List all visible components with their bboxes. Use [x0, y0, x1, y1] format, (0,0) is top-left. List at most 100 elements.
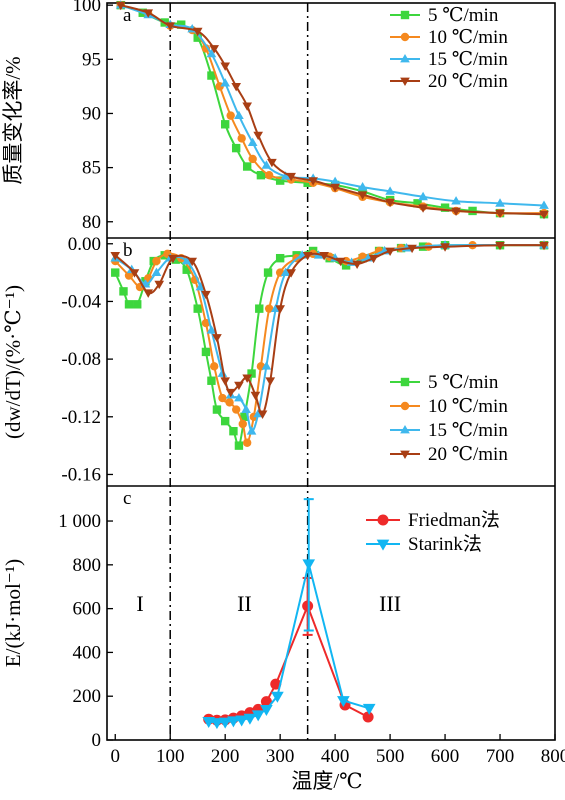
y-tick-label: 0.00 — [68, 234, 101, 255]
data-point — [242, 162, 252, 171]
data-point — [280, 267, 291, 276]
series-4 — [115, 1, 549, 220]
y-axis-label: 质量变化率/% — [1, 56, 25, 184]
data-point — [171, 255, 180, 264]
data-point — [193, 33, 202, 42]
data-point — [182, 265, 191, 274]
data-point — [220, 377, 231, 386]
data-point — [440, 243, 450, 252]
data-point — [308, 177, 318, 186]
data-point — [418, 191, 428, 201]
series-2 — [111, 241, 549, 447]
data-point — [265, 377, 276, 386]
data-point — [143, 9, 154, 18]
data-point — [210, 718, 224, 730]
legend-label: 20 ℃/min — [428, 71, 508, 92]
legend-label: 20 ℃/min — [428, 444, 508, 465]
y-tick-label: 90 — [82, 103, 101, 124]
data-point — [165, 22, 176, 31]
legend-marker — [400, 77, 410, 87]
data-point — [234, 441, 244, 450]
x-axis-label: 温度/℃ — [291, 769, 362, 793]
x-tick-label: 400 — [321, 746, 350, 767]
data-point — [247, 369, 256, 378]
data-point — [234, 110, 244, 119]
data-point — [341, 261, 351, 270]
panel-b: 0.00 -0.04 -0.08 -0.12 -0.16 (dw/dT)/(%·℃⁻¹) b… — [1, 234, 549, 485]
legend-marker — [400, 32, 410, 42]
data-point — [235, 715, 248, 727]
legend-marker — [400, 401, 410, 411]
data-point — [209, 362, 219, 371]
data-point — [111, 268, 120, 277]
data-point — [226, 111, 235, 120]
data-point — [286, 269, 296, 278]
data-point — [168, 254, 178, 264]
legend-marker — [400, 377, 410, 387]
legend-marker — [400, 10, 410, 20]
data-point — [413, 199, 422, 208]
data-point — [255, 304, 264, 313]
data-point — [267, 158, 277, 168]
x-tick-label: 600 — [431, 746, 460, 767]
data-point — [124, 271, 134, 280]
data-point — [234, 393, 244, 402]
data-point — [261, 160, 272, 169]
y-tick-label: 200 — [73, 686, 102, 707]
y-tick-label: -0.16 — [61, 464, 101, 485]
y-tick-label: 600 — [73, 599, 102, 620]
data-point — [264, 304, 274, 313]
data-point — [218, 717, 232, 729]
data-point — [124, 300, 134, 309]
data-point — [240, 412, 249, 421]
data-point — [225, 398, 234, 407]
data-point — [260, 696, 272, 708]
data-point — [385, 198, 395, 208]
data-point — [227, 716, 240, 728]
data-point — [253, 131, 263, 141]
data-point — [212, 405, 222, 414]
data-point — [110, 251, 121, 261]
data-point — [206, 48, 217, 58]
data-point — [495, 241, 505, 251]
data-point — [385, 186, 395, 195]
data-point — [495, 209, 505, 219]
data-point — [256, 170, 266, 180]
x-tick-label: 0 — [110, 746, 120, 767]
data-point — [257, 410, 268, 419]
data-point — [275, 253, 285, 263]
data-point — [352, 260, 362, 269]
data-point — [201, 347, 211, 357]
data-point — [440, 203, 450, 212]
data-point — [451, 196, 461, 205]
x-tick-label: 700 — [486, 746, 515, 767]
data-point — [302, 600, 314, 612]
data-point — [209, 45, 220, 54]
data-point — [261, 361, 272, 370]
data-point — [115, 1, 126, 11]
data-point — [243, 713, 257, 725]
data-point — [218, 393, 227, 403]
data-point — [271, 691, 284, 703]
data-point — [220, 78, 231, 87]
x-tick-label: 300 — [266, 746, 295, 767]
y-axis-label: (dw/dT)/(%·℃⁻¹) — [1, 285, 25, 439]
data-point — [280, 171, 291, 180]
legend-label: 15 ℃/min — [428, 420, 508, 441]
data-point — [246, 426, 257, 435]
data-point — [242, 438, 252, 447]
legend-label: 15 ℃/min — [428, 49, 508, 70]
data-point — [207, 71, 216, 80]
data-point — [152, 256, 161, 266]
data-point — [234, 381, 244, 391]
x-tick-label: 500 — [376, 746, 405, 767]
data-point — [451, 207, 461, 216]
legend-label: 10 ℃/min — [428, 396, 508, 417]
data-point — [241, 404, 251, 413]
legend-label: 5 ℃/min — [428, 372, 499, 393]
y-tick-label: -0.04 — [61, 291, 101, 312]
region-label: III — [379, 591, 401, 616]
data-point — [319, 251, 329, 261]
data-point — [220, 416, 230, 426]
